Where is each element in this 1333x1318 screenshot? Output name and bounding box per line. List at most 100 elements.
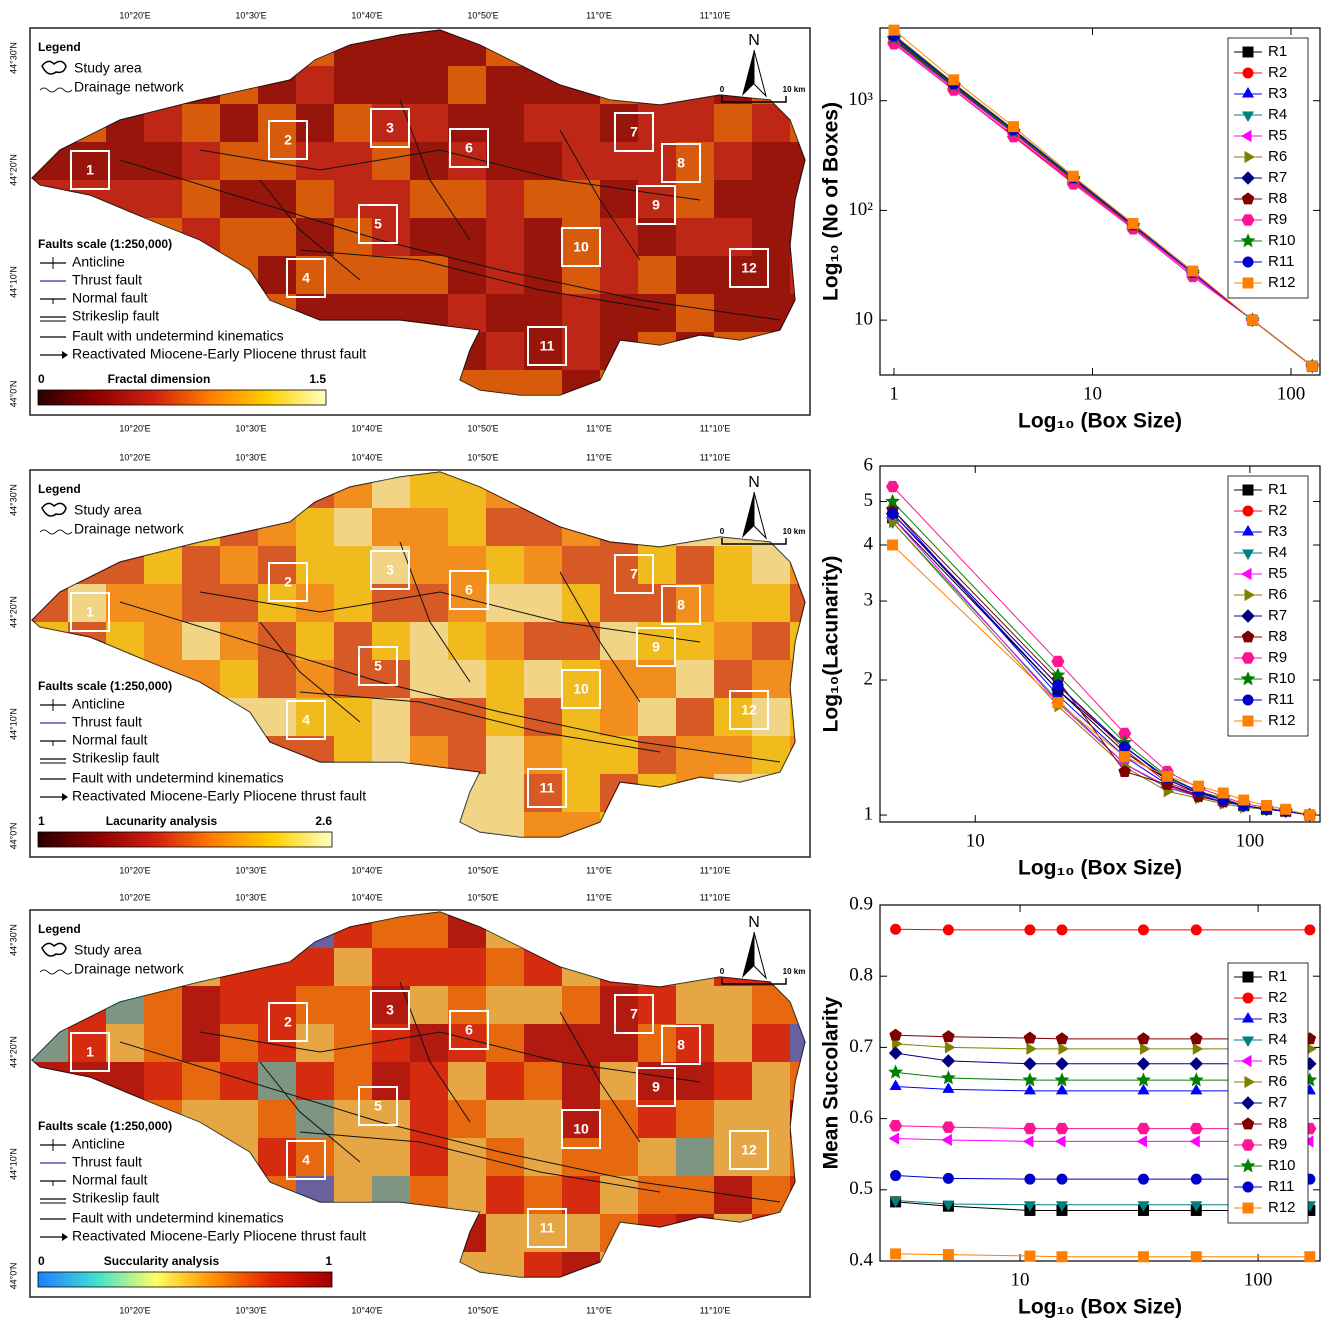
region-label: 12 bbox=[741, 1142, 757, 1158]
longitude-label: 10°40'E bbox=[351, 10, 382, 20]
texture-cell bbox=[714, 622, 752, 660]
legend-label: R11 bbox=[1268, 1178, 1294, 1195]
marker bbox=[1052, 656, 1064, 666]
legend-label: R3 bbox=[1268, 523, 1287, 540]
texture-cell bbox=[524, 1024, 562, 1062]
colorbar-max: 1 bbox=[325, 1254, 332, 1268]
legend-label: R11 bbox=[1268, 253, 1294, 270]
texture-cell bbox=[448, 546, 486, 584]
legend-marker bbox=[1243, 257, 1253, 267]
texture-cell bbox=[486, 218, 524, 256]
legend-item: Study area bbox=[74, 942, 142, 958]
texture-cell bbox=[752, 142, 790, 180]
y-tick-label: 3 bbox=[864, 589, 874, 610]
texture-cell bbox=[752, 180, 790, 218]
texture-cell bbox=[334, 1138, 372, 1176]
longitude-label: 11°10'E bbox=[700, 10, 731, 20]
latitude-label: 44°10'N bbox=[8, 708, 18, 740]
marker bbox=[1009, 122, 1019, 132]
legend-item: Reactivated Miocene-Early Pliocene thrus… bbox=[72, 788, 366, 804]
legend-item: Thrust fault bbox=[72, 714, 142, 730]
chart: 10100123456Log₁₀ (Box Size)Log₁₀(Lacunar… bbox=[820, 454, 1320, 879]
latitude-label: 44°10'N bbox=[8, 266, 18, 298]
texture-cell bbox=[714, 986, 752, 1024]
region-label: 3 bbox=[386, 562, 394, 578]
region-label: 9 bbox=[652, 639, 660, 655]
texture-cell bbox=[296, 180, 334, 218]
texture-cell bbox=[334, 660, 372, 698]
texture-cell bbox=[486, 1100, 524, 1138]
scale-label: 10 km bbox=[783, 85, 806, 94]
y-tick-label: 6 bbox=[864, 454, 874, 475]
texture-cell bbox=[600, 294, 638, 332]
texture-cell bbox=[410, 1138, 448, 1176]
texture-cell bbox=[334, 142, 372, 180]
texture-cell bbox=[562, 546, 600, 584]
region-label: 9 bbox=[652, 1079, 660, 1095]
texture-cell bbox=[638, 104, 676, 142]
texture-cell bbox=[296, 104, 334, 142]
legend-item: Drainage network bbox=[74, 521, 185, 537]
texture-cell bbox=[182, 104, 220, 142]
legend-label: R8 bbox=[1268, 190, 1287, 207]
region-label: 5 bbox=[374, 658, 382, 674]
marker bbox=[1024, 1123, 1036, 1133]
texture-cell bbox=[752, 584, 790, 622]
longitude-label: 11°10'E bbox=[700, 423, 731, 433]
texture-cell bbox=[562, 180, 600, 218]
texture-cell bbox=[638, 698, 676, 736]
legend-item: Strikeslip fault bbox=[72, 308, 159, 324]
region-label: 11 bbox=[540, 338, 555, 354]
legend-marker bbox=[1242, 215, 1254, 225]
texture-cell bbox=[372, 1062, 410, 1100]
texture-cell bbox=[334, 948, 372, 986]
texture-cell bbox=[220, 1024, 258, 1062]
texture-cell bbox=[296, 546, 334, 584]
legend-item: Drainage network bbox=[74, 79, 185, 95]
texture-cell bbox=[334, 256, 372, 294]
marker bbox=[1128, 218, 1138, 228]
texture-cell bbox=[562, 104, 600, 142]
texture-cell bbox=[372, 948, 410, 986]
region-label: 8 bbox=[677, 1037, 685, 1053]
texture-cell bbox=[410, 256, 448, 294]
longitude-label: 11°0'E bbox=[586, 1305, 612, 1315]
texture-cell bbox=[676, 1100, 714, 1138]
marker bbox=[1057, 1174, 1067, 1184]
region-label: 12 bbox=[741, 260, 757, 276]
texture-cell bbox=[562, 698, 600, 736]
texture-cell bbox=[372, 1138, 410, 1176]
legend-subtitle: Faults scale (1:250,000) bbox=[38, 1119, 172, 1133]
legend-item: Anticline bbox=[72, 1136, 125, 1152]
texture-cell bbox=[714, 1100, 752, 1138]
colorbar-title: Lacunarity analysis bbox=[106, 814, 218, 828]
scale-label: 10 km bbox=[783, 527, 806, 536]
texture-cell bbox=[486, 584, 524, 622]
legend-label: R10 bbox=[1268, 670, 1296, 687]
texture-cell bbox=[220, 546, 258, 584]
texture-cell bbox=[638, 736, 676, 774]
texture-cell bbox=[296, 142, 334, 180]
marker bbox=[1262, 801, 1272, 811]
latitude-label: 44°30'N bbox=[8, 924, 18, 956]
texture-cell bbox=[258, 1100, 296, 1138]
colorbar-title: Fractal dimension bbox=[108, 372, 211, 386]
texture-cell bbox=[486, 180, 524, 218]
texture-cell bbox=[372, 622, 410, 660]
texture-cell bbox=[524, 256, 562, 294]
texture-cell bbox=[410, 218, 448, 256]
marker bbox=[1057, 925, 1067, 935]
marker bbox=[943, 925, 953, 935]
marker bbox=[1025, 1174, 1035, 1184]
longitude-label: 10°30'E bbox=[235, 892, 266, 902]
region-label: 1 bbox=[86, 162, 94, 178]
longitude-label: 11°0'E bbox=[586, 452, 612, 462]
legend-item: Drainage network bbox=[74, 961, 185, 977]
marker bbox=[890, 1121, 902, 1131]
texture-cell bbox=[258, 660, 296, 698]
longitude-label: 11°0'E bbox=[586, 10, 612, 20]
texture-cell bbox=[676, 1138, 714, 1176]
latitude-label: 44°30'N bbox=[8, 484, 18, 516]
texture-cell bbox=[144, 142, 182, 180]
texture-cell bbox=[752, 1024, 790, 1062]
